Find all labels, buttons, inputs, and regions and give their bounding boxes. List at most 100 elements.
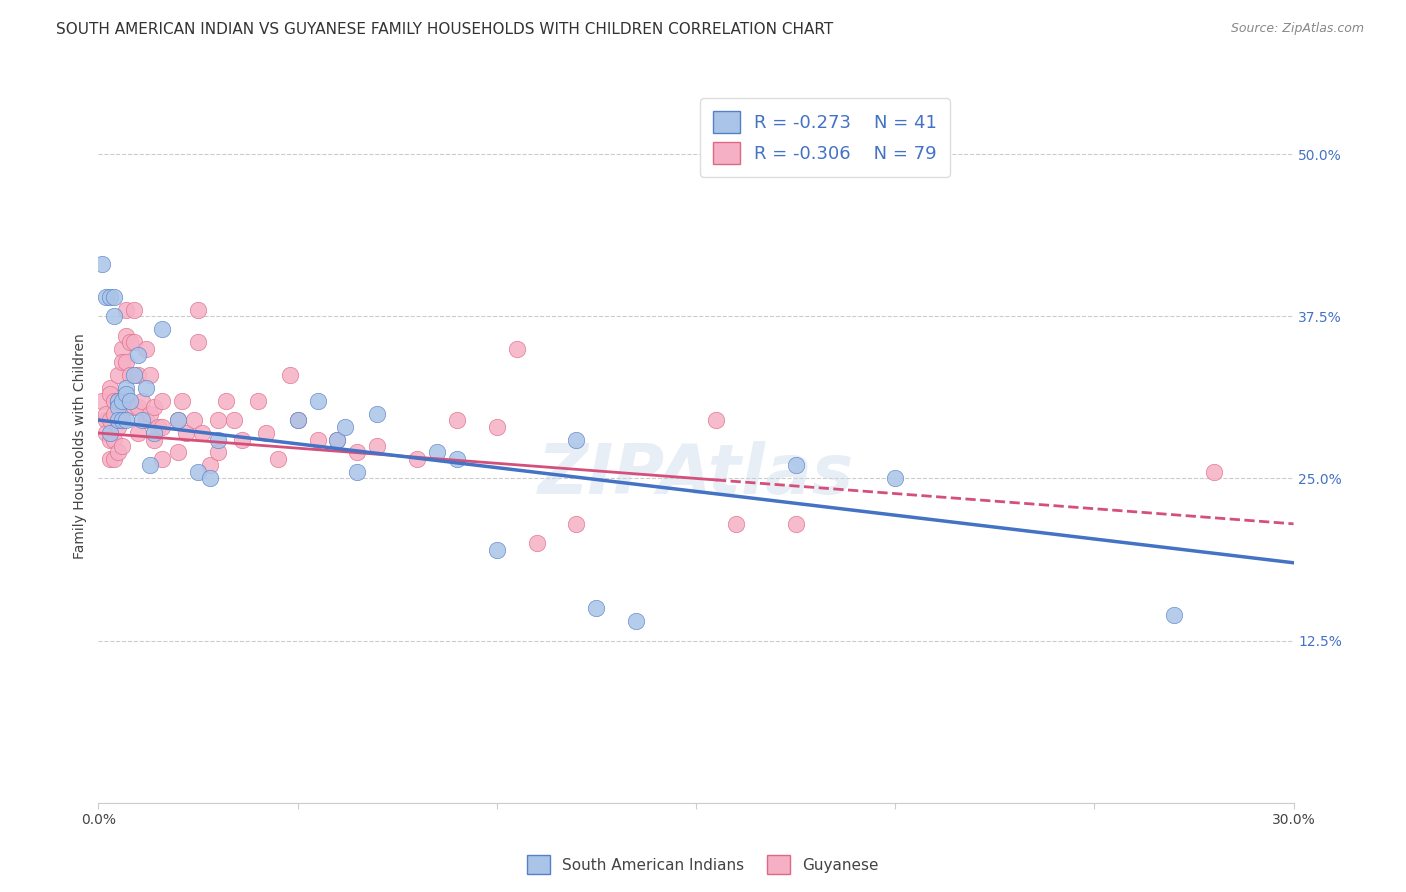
Point: [107, 419, 129, 434]
Legend: South American Indians, Guyanese: South American Indians, Guyanese: [522, 849, 884, 880]
Point: [215, 393, 238, 408]
Point: [148, 419, 170, 434]
Point: [111, 393, 134, 408]
Text: ZIPAtlas: ZIPAtlas: [538, 441, 853, 508]
Point: [111, 413, 134, 427]
Point: [107, 368, 129, 382]
Point: [174, 425, 197, 440]
Point: [103, 310, 125, 324]
Point: [111, 393, 134, 408]
Point: [115, 393, 138, 408]
Point: [103, 290, 125, 304]
Point: [91, 393, 114, 408]
Point: [96, 290, 118, 304]
Point: [1163, 607, 1185, 622]
Point: [115, 387, 138, 401]
Point: [526, 536, 548, 550]
Point: [127, 368, 149, 382]
Point: [131, 393, 153, 408]
Point: [115, 328, 138, 343]
Point: [120, 335, 142, 350]
Point: [785, 458, 807, 473]
Point: [884, 471, 907, 485]
Point: [111, 354, 134, 368]
Point: [115, 354, 138, 368]
Point: [139, 407, 162, 421]
Point: [111, 342, 134, 356]
Point: [143, 400, 166, 414]
Point: [366, 439, 388, 453]
Point: [107, 393, 129, 408]
Point: [207, 433, 229, 447]
Point: [704, 413, 727, 427]
Point: [139, 458, 162, 473]
Point: [111, 413, 134, 427]
Point: [366, 407, 388, 421]
Point: [207, 445, 229, 459]
Point: [278, 368, 301, 382]
Point: [115, 381, 138, 395]
Point: [115, 302, 138, 317]
Point: [267, 452, 290, 467]
Point: [111, 439, 134, 453]
Point: [191, 425, 214, 440]
Point: [198, 458, 221, 473]
Point: [565, 433, 588, 447]
Point: [124, 302, 146, 317]
Point: [103, 452, 125, 467]
Point: [446, 413, 468, 427]
Point: [98, 425, 122, 440]
Point: [98, 381, 122, 395]
Point: [96, 425, 118, 440]
Point: [167, 413, 190, 427]
Point: [120, 368, 142, 382]
Point: [131, 413, 153, 427]
Point: [565, 516, 588, 531]
Point: [426, 445, 449, 459]
Text: SOUTH AMERICAN INDIAN VS GUYANESE FAMILY HOUSEHOLDS WITH CHILDREN CORRELATION CH: SOUTH AMERICAN INDIAN VS GUYANESE FAMILY…: [56, 22, 834, 37]
Point: [785, 516, 807, 531]
Point: [222, 413, 245, 427]
Point: [287, 413, 309, 427]
Point: [143, 433, 166, 447]
Point: [287, 413, 309, 427]
Point: [585, 601, 607, 615]
Point: [485, 542, 508, 557]
Point: [115, 413, 138, 427]
Point: [124, 335, 146, 350]
Point: [143, 425, 166, 440]
Point: [150, 322, 173, 336]
Point: [335, 419, 357, 434]
Point: [107, 400, 129, 414]
Point: [150, 452, 173, 467]
Point: [98, 452, 122, 467]
Point: [207, 413, 229, 427]
Point: [198, 471, 221, 485]
Point: [506, 342, 529, 356]
Point: [96, 413, 118, 427]
Point: [231, 433, 253, 447]
Point: [172, 393, 194, 408]
Point: [326, 433, 349, 447]
Point: [103, 433, 125, 447]
Point: [485, 419, 508, 434]
Point: [346, 465, 368, 479]
Point: [150, 419, 173, 434]
Point: [724, 516, 747, 531]
Point: [326, 433, 349, 447]
Point: [98, 433, 122, 447]
Point: [183, 413, 205, 427]
Point: [135, 381, 157, 395]
Point: [124, 368, 146, 382]
Point: [91, 257, 114, 271]
Point: [135, 413, 157, 427]
Point: [167, 413, 190, 427]
Point: [98, 413, 122, 427]
Point: [96, 407, 118, 421]
Point: [98, 387, 122, 401]
Point: [127, 348, 149, 362]
Point: [626, 614, 648, 628]
Point: [150, 393, 173, 408]
Point: [246, 393, 269, 408]
Point: [120, 400, 142, 414]
